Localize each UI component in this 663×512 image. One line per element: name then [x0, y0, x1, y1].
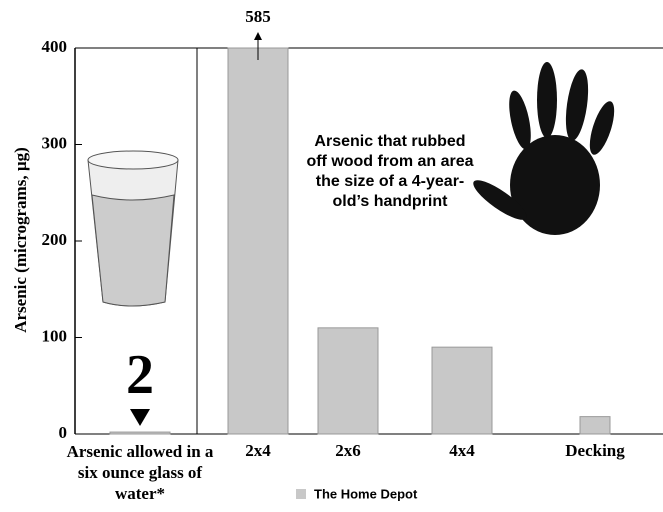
bar: [110, 432, 170, 434]
x-tick-label: Arsenic allowed in a six ounce glass of …: [60, 441, 220, 504]
x-tick-label: 2x4: [245, 441, 271, 460]
bar: [318, 328, 378, 434]
y-tick-label: 200: [42, 230, 68, 249]
y-axis-label: Arsenic (micrograms, µg): [11, 147, 30, 333]
legend-label: The Home Depot: [314, 486, 418, 501]
y-tick-label: 300: [42, 133, 68, 152]
bar: [580, 417, 610, 434]
y-tick-label: 100: [42, 326, 68, 345]
bar: [432, 347, 492, 434]
legend-swatch: [296, 489, 306, 499]
x-tick-label: 2x6: [335, 441, 361, 460]
page: Arsenic (micrograms, µg) 0 100 200 300 400 2 2…: [0, 0, 663, 512]
chart: Arsenic (micrograms, µg) 0 100 200 300 400 2 2…: [0, 0, 663, 512]
x-tick-label: Decking: [565, 441, 625, 460]
x-tick-label: 4x4: [449, 441, 475, 460]
handprint-illustration: [469, 62, 620, 235]
value-label: 585: [245, 7, 271, 26]
value-pointer: [130, 409, 150, 426]
value-label: 2: [126, 344, 154, 406]
annotation: Arsenic that rubbed off wood from an are…: [305, 132, 475, 212]
bar: [228, 48, 288, 434]
y-tick-label: 0: [59, 423, 68, 442]
glass-illustration: [88, 151, 178, 306]
overflow-arrowhead: [254, 32, 262, 40]
y-tick-label: 400: [42, 37, 68, 56]
